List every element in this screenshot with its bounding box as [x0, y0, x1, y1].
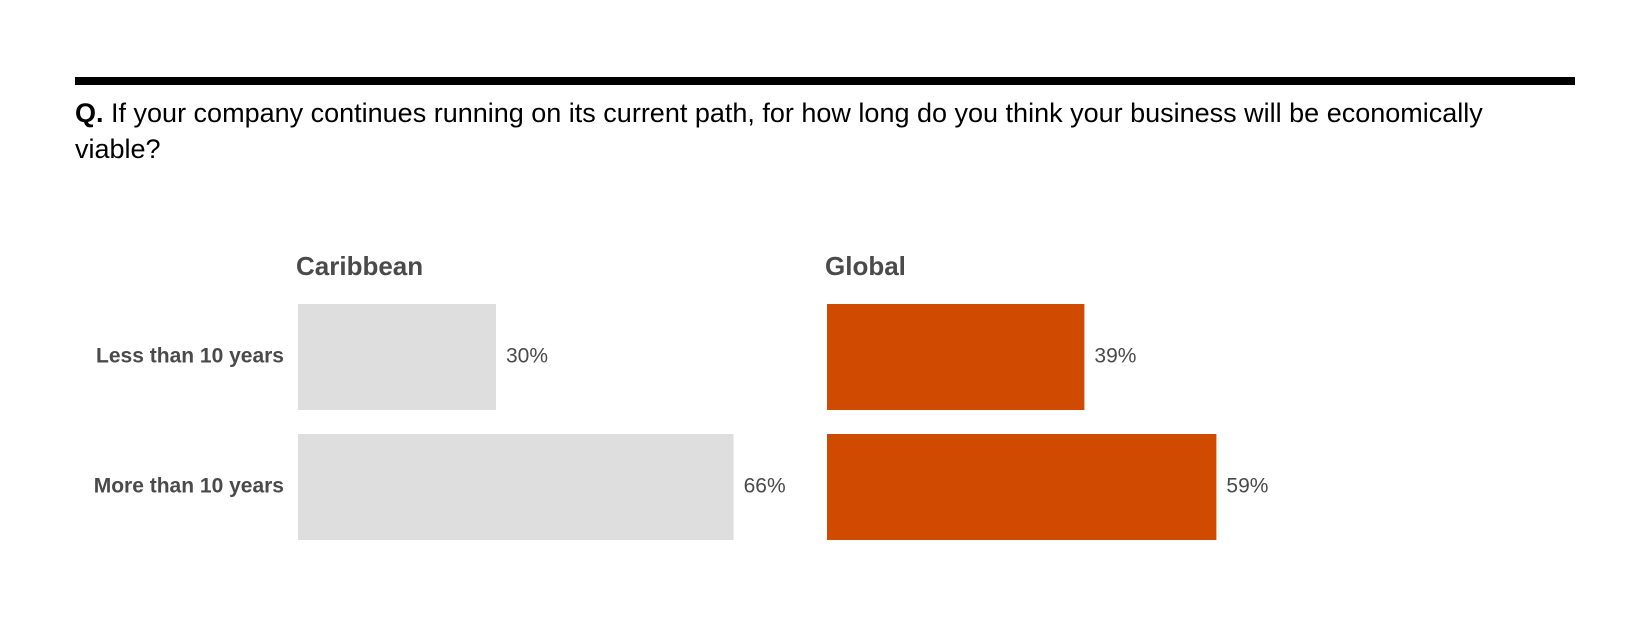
value-label-global-more-than-10-years: 59% [1226, 475, 1268, 498]
question-text: Q. If your company continues running on … [75, 95, 1555, 167]
bar-caribbean-more-than-10-years [298, 434, 734, 540]
value-label-global-less-than-10-years: 39% [1094, 345, 1136, 368]
top-rule [75, 77, 1575, 85]
category-label-more-than-10-years: More than 10 years [94, 475, 284, 498]
value-label-caribbean-more-than-10-years: 66% [744, 475, 786, 498]
bar-global-more-than-10-years [827, 434, 1217, 540]
question-body: If your company continues running on its… [75, 98, 1483, 164]
bar-global-less-than-10-years [827, 304, 1085, 410]
question-prefix: Q. [75, 98, 104, 128]
value-label-caribbean-less-than-10-years: 30% [506, 345, 548, 368]
panel-title-global: Global [825, 251, 906, 281]
bar-caribbean-less-than-10-years [298, 304, 496, 410]
panel-title-caribbean: Caribbean [296, 251, 423, 281]
category-label-less-than-10-years: Less than 10 years [96, 345, 284, 368]
